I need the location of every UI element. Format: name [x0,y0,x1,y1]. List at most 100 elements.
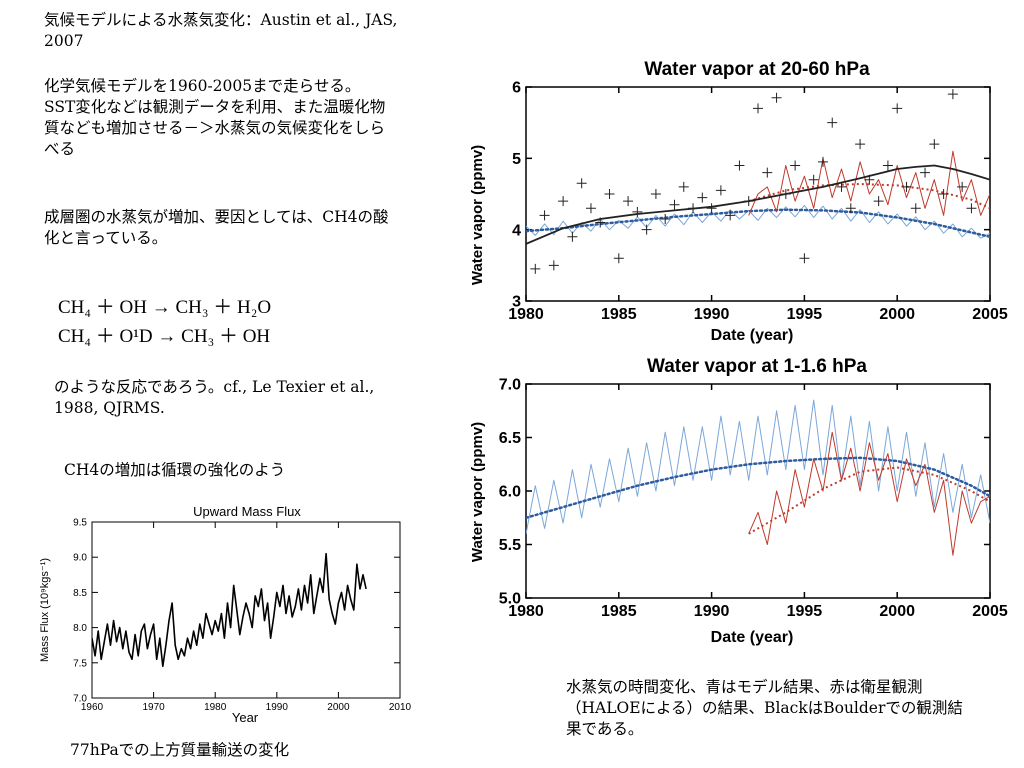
x-tick-label: 1970 [142,702,165,713]
eq1-arrow: → [151,297,171,318]
x-tick-label: 2005 [972,603,1008,620]
y-tick-label: 8.0 [73,623,87,634]
vapor-high-ylabel: Water vapor (ppmv) [469,422,486,562]
water-vapor-20-60-chart: Water vapor at 20-60 hPa Water vapor (pp… [469,59,1008,344]
x-tick-label: 2010 [389,702,412,713]
data-point [799,253,810,264]
paragraph-circulation: CH4の増加は循環の強化のよう [64,461,286,479]
y-tick-label: 5 [512,151,521,168]
x-tick-label: 1980 [204,702,227,713]
x-tick-label: 1980 [508,603,544,620]
series-group [526,89,990,274]
data-point [613,253,624,264]
data-point [576,178,587,189]
y-tick-label: 6.0 [499,484,521,501]
x-tick-label: 1990 [266,702,289,713]
series-line [526,456,990,520]
y-tick-label: 7.5 [73,658,87,669]
data-point [753,103,763,114]
series-group [92,552,367,668]
y-tick-label: 4 [512,222,521,239]
series-line [526,208,990,239]
x-tick-label: 2000 [327,702,350,713]
data-point [762,167,773,178]
data-point [548,260,559,271]
y-tick-label: 8.5 [73,588,87,599]
equation-o1d: CH₄ ＋ O¹D → CH₃ ＋ OH [58,321,270,348]
data-point [539,210,550,221]
data-point [715,185,726,196]
data-point [688,203,699,214]
series-line [92,552,367,668]
y-tick-label: 6.5 [499,430,521,447]
data-point [734,160,745,171]
data-point [873,196,884,207]
series-group [526,399,990,556]
mass-flux-ylabel: Mass Flux (10⁹kgs⁻¹) [39,558,51,662]
series-line [748,150,990,216]
data-point [678,181,689,192]
series-line [748,183,990,210]
series-line [748,431,990,556]
data-point [650,189,661,199]
data-point [938,189,949,199]
x-tick-label: 1960 [81,702,104,713]
data-point [790,160,801,171]
y-tick-label: 6 [512,80,521,97]
eq1-rhs: CH₃ ＋ H₂O [175,297,272,318]
data-point [827,117,838,128]
data-point [882,160,893,171]
mass-flux-title: Upward Mass Flux [193,504,301,519]
mass-flux-xlabel: Year [232,710,259,725]
x-tick-label: 2005 [972,306,1008,323]
data-point [660,213,671,224]
data-point [957,181,968,192]
y-tick-label: 5.0 [499,591,521,608]
data-point [808,174,819,185]
caption-water-vapor: 水蒸気の時間変化、青はモデル結果、赤は衛星観測（HALOEによる）の結果、Bla… [566,678,963,738]
data-point [558,196,569,207]
data-point [920,167,931,178]
eq2-arrow: → [157,326,177,347]
y-tick-label: 3 [512,294,521,311]
vapor-high-title: Water vapor at 1-1.6 hPa [647,356,867,377]
slide-heading: 気候モデルによる水蒸気変化：Austin et al., JAS, 2007 [44,11,403,50]
data-point [706,203,717,214]
data-point [530,263,541,274]
water-vapor-1-1.6-chart: Water vapor at 1-1.6 hPa Water vapor (pp… [469,356,1008,646]
x-tick-label: 1990 [694,306,730,323]
data-point [632,206,643,217]
x-tick-label: 2000 [879,603,915,620]
data-point [910,203,921,214]
plot-frame [91,521,401,699]
eq2-rhs: CH₃ ＋ OH [181,326,271,347]
eq2-lhs: CH₄ ＋ O¹D [58,326,153,347]
y-tick-label: 9.0 [73,553,87,564]
data-point [929,139,940,150]
data-point [669,199,680,210]
data-point [641,224,652,235]
x-tick-label: 1995 [787,306,823,323]
y-tick-label: 7.0 [499,377,521,394]
series-line [526,164,990,245]
series-line [526,399,990,534]
series-line [748,466,990,535]
x-tick-label: 1985 [601,306,637,323]
caption-mass-flux: 77hPaでの上方質量輸送の変化 [70,741,290,759]
paragraph-vapor-increase: 成層圏の水蒸気が増加、要因としては、CH4の酸化と言っている。 [44,208,389,247]
x-tick-label: 1995 [787,603,823,620]
x-tick-label: 1985 [601,603,637,620]
data-point [771,92,782,103]
y-tick-label: 5.5 [499,537,521,554]
data-point [817,156,828,167]
data-point [892,103,903,114]
data-point [585,203,596,214]
data-point [780,189,791,199]
vapor-high-xlabel: Date (year) [711,629,794,646]
data-point [595,217,606,228]
data-point [855,139,866,150]
paragraph-model-run: 化学気候モデルを1960-2005まで走らせる。SST変化などは観測データを利用… [44,77,386,158]
data-point [947,89,958,100]
y-tick-label: 7.0 [73,694,87,705]
equation-oh: CH₄ ＋ OH → CH₃ ＋ H₂O [58,292,271,319]
